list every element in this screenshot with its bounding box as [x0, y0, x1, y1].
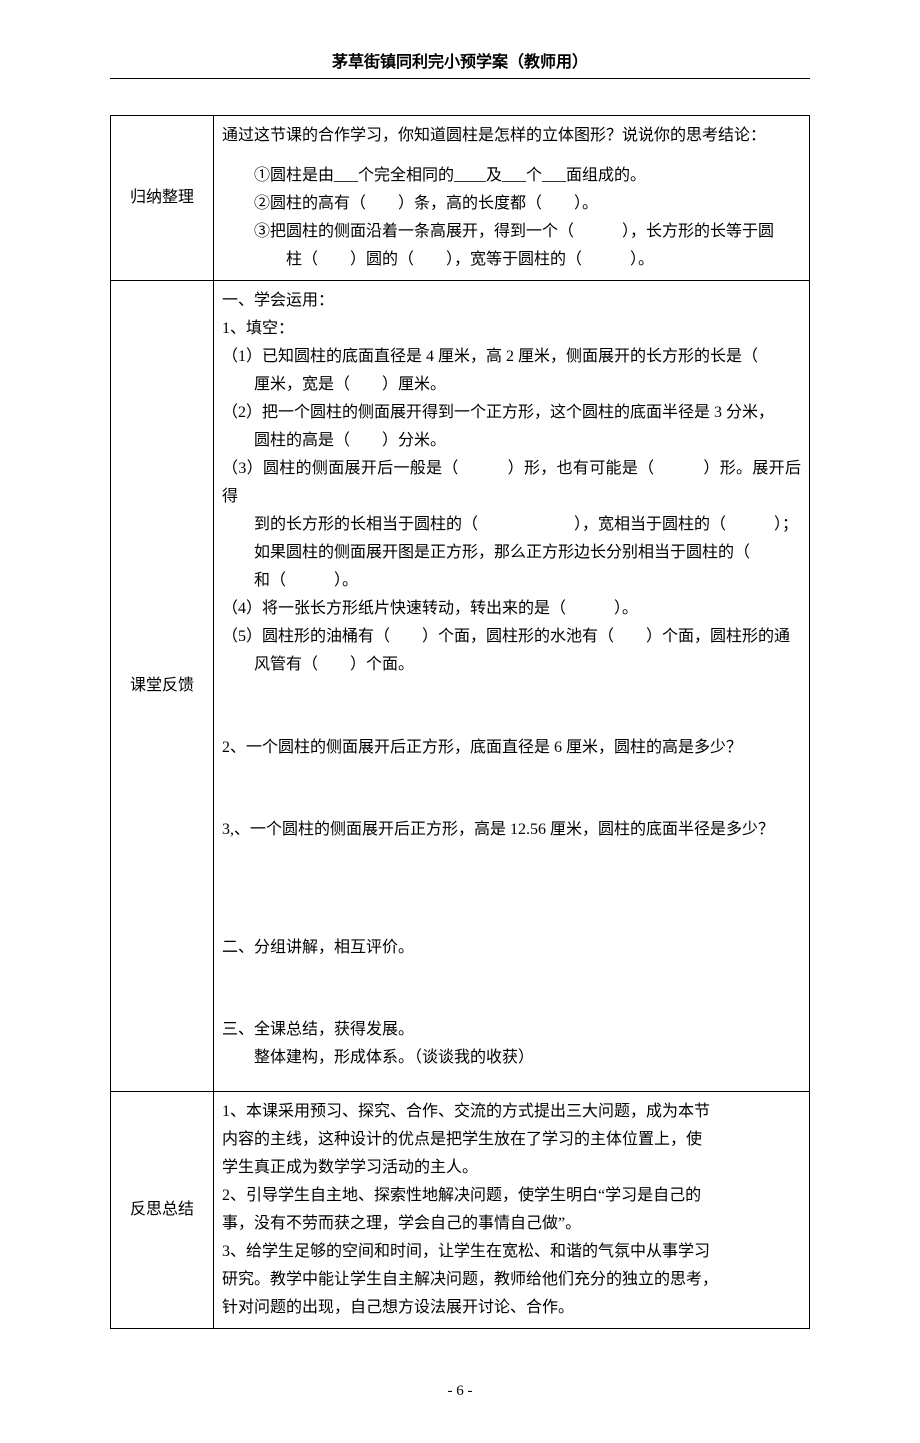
spacer	[222, 844, 801, 898]
ketang-q1-1a: （1）已知圆柱的底面直径是 4 厘米，高 2 厘米，侧面展开的长方形的长是（	[222, 343, 801, 371]
spacer	[222, 899, 801, 934]
ketang-sec2: 二、分组讲解，相互评价。	[222, 934, 801, 962]
ketang-q1-5a: （5）圆柱形的油桶有（ ）个面，圆柱形的水池有（ ）个面，圆柱形的通	[222, 623, 801, 651]
row-content-ketang: 一、学会运用： 1、填空： （1）已知圆柱的底面直径是 4 厘米，高 2 厘米，…	[214, 281, 810, 1092]
fansi-line-7: 研究。教学中能让学生自主解决问题，教师给他们充分的独立的思考，	[222, 1266, 801, 1294]
ketang-q1-3d: 和（ ）。	[222, 567, 801, 595]
fansi-line-4: 2、引导学生自主地、探索性地解决问题，使学生明白“学习是自己的	[222, 1182, 801, 1210]
fansi-line-6: 3、给学生足够的空间和时间，让学生在宽松、和谐的气氛中从事学习	[222, 1238, 801, 1266]
main-table: 归纳整理 通过这节课的合作学习，你知道圆柱是怎样的立体图形？说说你的思考结论： …	[110, 115, 810, 1329]
guina-item-3b: 柱（ ）圆的（ ），宽等于圆柱的（ ）。	[222, 246, 801, 274]
row-label-fansi: 反思总结	[111, 1091, 214, 1328]
header-underline	[110, 78, 810, 79]
ketang-sec1-title: 一、学会运用：	[222, 287, 801, 315]
ketang-q2: 2、一个圆柱的侧面展开后正方形，底面直径是 6 厘米，圆柱的高是多少？	[222, 734, 801, 762]
row-content-fansi: 1、本课采用预习、探究、合作、交流的方式提出三大问题，成为本节 内容的主线，这种…	[214, 1091, 810, 1328]
fansi-line-1: 1、本课采用预习、探究、合作、交流的方式提出三大问题，成为本节	[222, 1098, 801, 1126]
table-row: 课堂反馈 一、学会运用： 1、填空： （1）已知圆柱的底面直径是 4 厘米，高 …	[111, 281, 810, 1092]
page-header-title: 茅草街镇同利完小预学案（教师用）	[110, 50, 810, 76]
page-number: - 6 -	[110, 1379, 810, 1403]
fansi-line-3: 学生真正成为数学学习活动的主人。	[222, 1154, 801, 1182]
ketang-q1-title: 1、填空：	[222, 315, 801, 343]
ketang-q1-4: （4）将一张长方形纸片快速转动，转出来的是（ ）。	[222, 595, 801, 623]
table-row: 归纳整理 通过这节课的合作学习，你知道圆柱是怎样的立体图形？说说你的思考结论： …	[111, 115, 810, 281]
guina-item-2: ②圆柱的高有（ ）条，高的长度都（ ）。	[222, 190, 801, 218]
guina-intro: 通过这节课的合作学习，你知道圆柱是怎样的立体图形？说说你的思考结论：	[222, 122, 801, 150]
spacer	[222, 762, 801, 816]
spacer	[222, 150, 801, 163]
fansi-line-8: 针对问题的出现，自己想方设法展开讨论、合作。	[222, 1294, 801, 1322]
ketang-q1-3b: 到的长方形的长相当于圆柱的（ ），宽相当于圆柱的（ ）；	[222, 511, 801, 539]
spacer	[222, 679, 801, 733]
fansi-line-2: 内容的主线，这种设计的优点是把学生放在了学习的主体位置上，使	[222, 1126, 801, 1154]
spacer	[222, 962, 801, 1016]
guina-item-3: ③把圆柱的侧面沿着一条高展开，得到一个（ ），长方形的长等于圆	[222, 218, 801, 246]
ketang-q1-1b: 厘米，宽是（ ）厘米。	[222, 371, 801, 399]
fansi-line-5: 事，没有不劳而获之理，学会自己的事情自己做”。	[222, 1210, 801, 1238]
ketang-q1-3c: 如果圆柱的侧面展开图是正方形，那么正方形边长分别相当于圆柱的（	[222, 539, 801, 567]
page-root: 茅草街镇同利完小预学案（教师用） 归纳整理 通过这节课的合作学习，你知道圆柱是怎…	[0, 0, 920, 1443]
ketang-q3: 3,、一个圆柱的侧面展开后正方形，高是 12.56 厘米，圆柱的底面半径是多少？	[222, 816, 801, 844]
table-row: 反思总结 1、本课采用预习、探究、合作、交流的方式提出三大问题，成为本节 内容的…	[111, 1091, 810, 1328]
ketang-q1-2a: （2）把一个圆柱的侧面展开得到一个正方形，这个圆柱的底面半径是 3 分米，	[222, 399, 801, 427]
ketang-sec3b: 整体建构，形成体系。（谈谈我的收获）	[222, 1044, 801, 1072]
ketang-q1-5b: 风管有（ ）个面。	[222, 651, 801, 679]
ketang-sec3a: 三、全课总结，获得发展。	[222, 1016, 801, 1044]
row-label-ketang: 课堂反馈	[111, 281, 214, 1092]
row-content-guina: 通过这节课的合作学习，你知道圆柱是怎样的立体图形？说说你的思考结论： ①圆柱是由…	[214, 115, 810, 281]
spacer	[222, 1072, 801, 1085]
guina-item-1: ①圆柱是由___个完全相同的____及___个___面组成的。	[222, 162, 801, 190]
ketang-q1-2b: 圆柱的高是（ ）分米。	[222, 427, 801, 455]
ketang-q1-3a: （3）圆柱的侧面展开后一般是（ ）形，也有可能是（ ）形。展开后得	[222, 455, 801, 511]
row-label-guina: 归纳整理	[111, 115, 214, 281]
